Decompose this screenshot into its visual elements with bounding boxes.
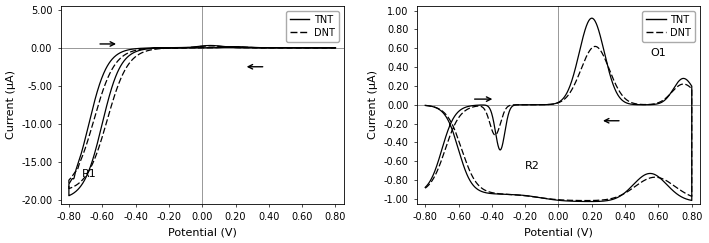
Y-axis label: Current (μA): Current (μA) [368, 70, 378, 139]
Text: R2: R2 [525, 161, 540, 171]
Y-axis label: Current (μA): Current (μA) [6, 70, 16, 139]
Text: R1: R1 [82, 169, 97, 179]
X-axis label: Potential (V): Potential (V) [168, 227, 237, 237]
Legend: TNT, DNT: TNT, DNT [642, 11, 696, 42]
X-axis label: Potential (V): Potential (V) [524, 227, 593, 237]
Text: O1: O1 [650, 48, 666, 58]
Legend: TNT, DNT: TNT, DNT [286, 11, 339, 42]
